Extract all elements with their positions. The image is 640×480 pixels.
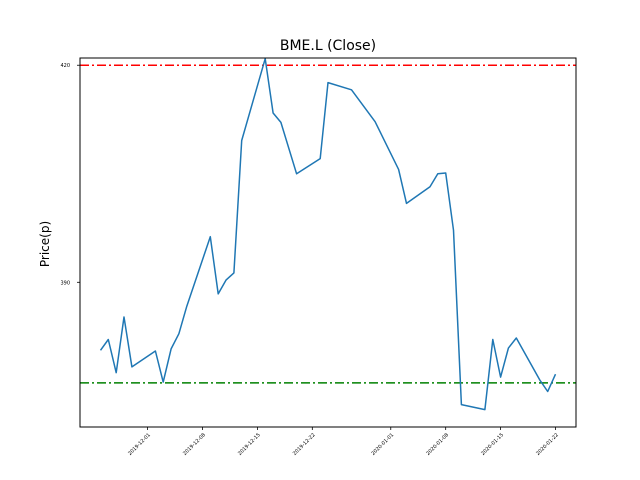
y-axis-ticks: 390 420: [60, 63, 80, 286]
x-tick-label: 2020-01-08: [425, 432, 450, 457]
x-tick-label: 2020-01-15: [480, 432, 505, 457]
x-tick-label: 2020-01-01: [370, 432, 395, 457]
reference-lines: [80, 64, 576, 384]
y-axis-label: Price(p): [38, 221, 52, 267]
x-axis-ticks: 2019-12-01 2019-12-08 2019-12-15 2019-12-22…: [127, 427, 560, 457]
x-tick-label: 2019-12-15: [237, 432, 262, 457]
y-tick-label: 390: [60, 280, 70, 286]
chart-title: BME.L (Close): [280, 38, 376, 54]
series-line-0: [99, 57, 557, 411]
y-tick-label: 420: [60, 63, 70, 69]
x-tick-label: 2019-12-22: [292, 432, 317, 457]
x-tick-label: 2020-01-22: [535, 432, 560, 457]
series-layer: [99, 57, 557, 411]
plot-area-frame: [79, 57, 577, 428]
x-tick-label: 2019-12-01: [127, 432, 152, 457]
x-tick-label: 2019-12-08: [182, 432, 207, 457]
